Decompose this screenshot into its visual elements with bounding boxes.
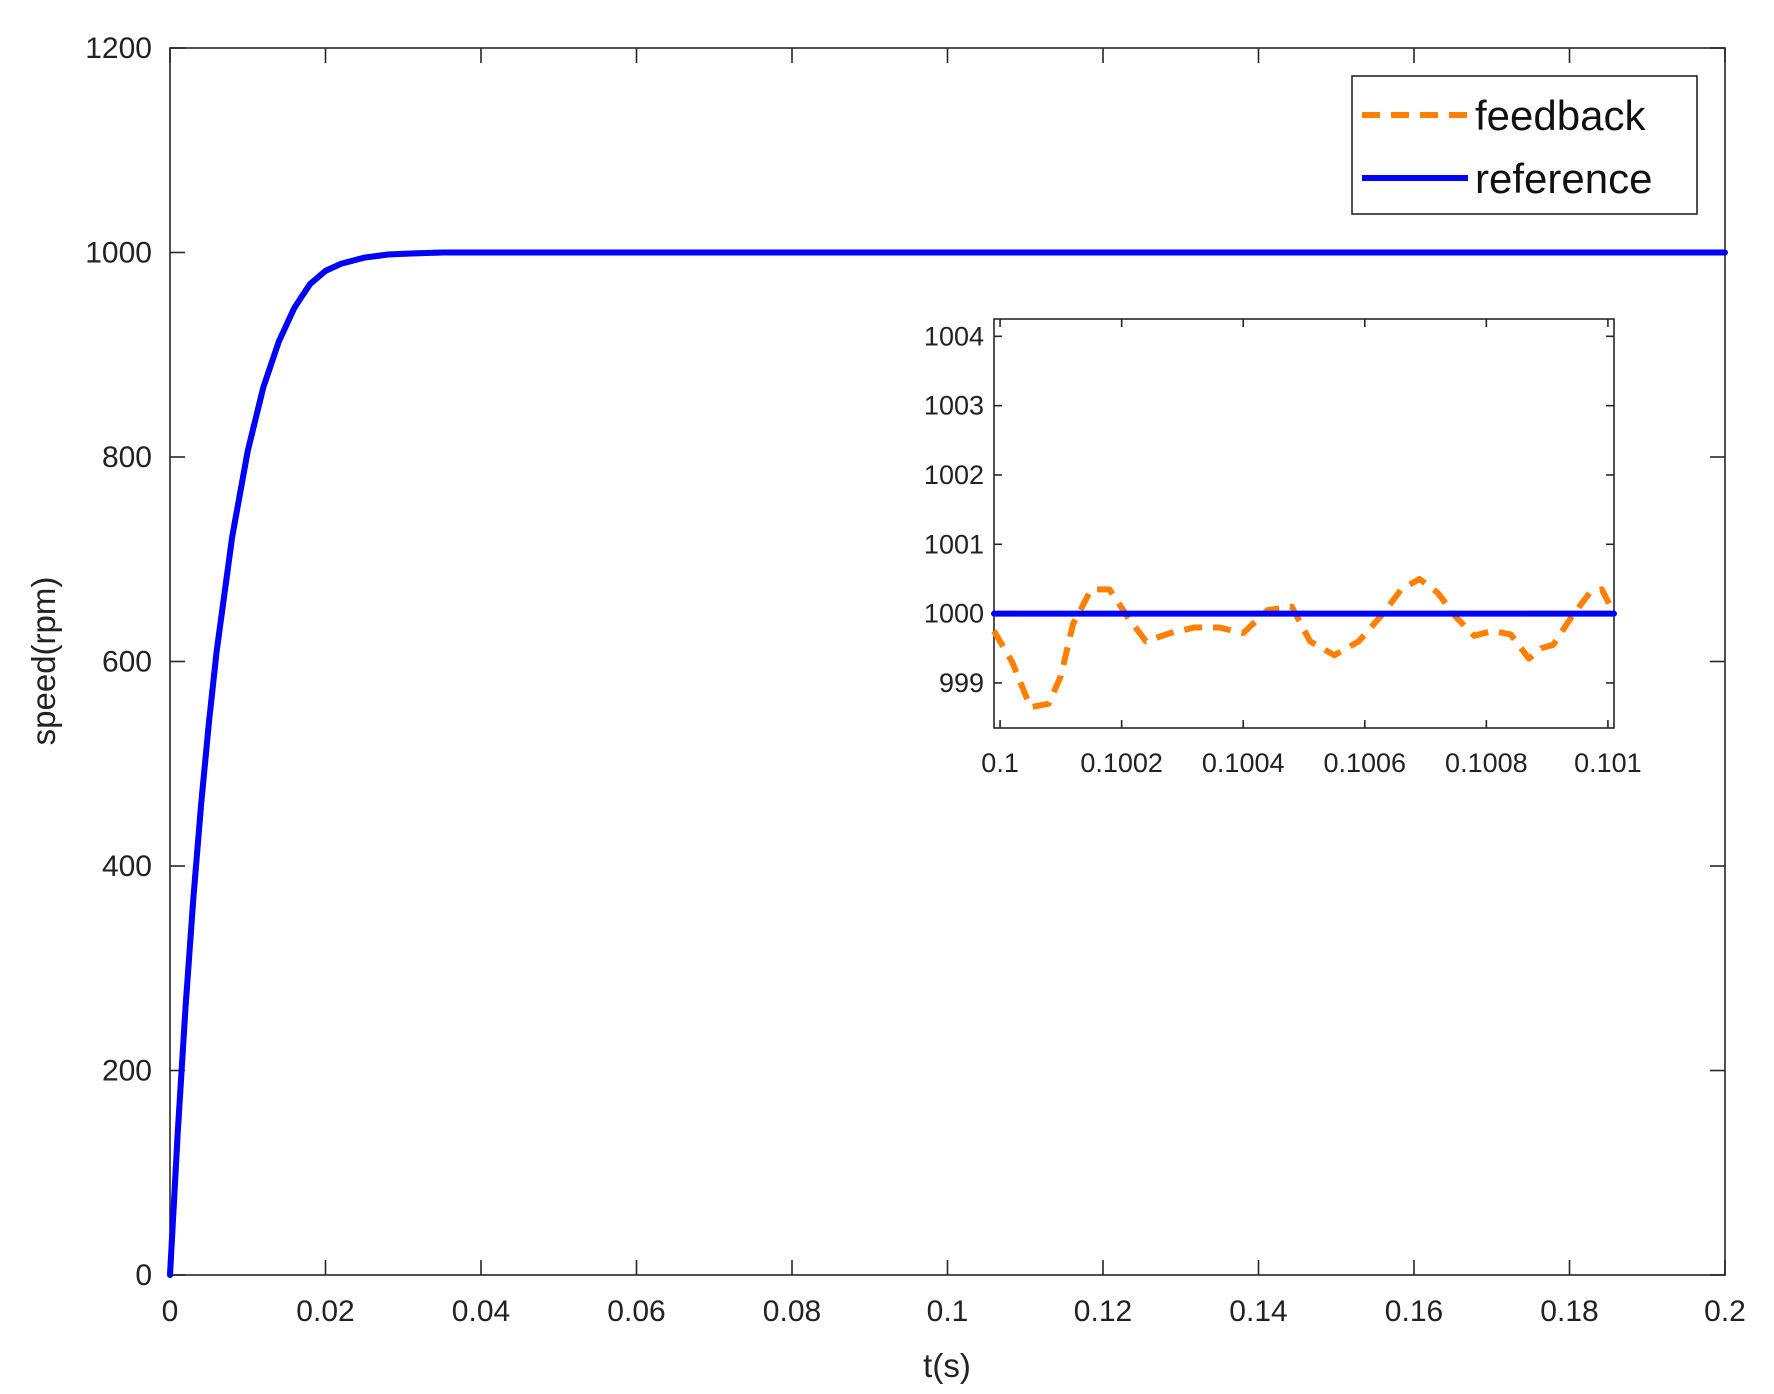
inset-x-tick-label: 0.1004: [1202, 748, 1285, 778]
main-x-tick-label: 0.2: [1704, 1295, 1746, 1328]
main-y-tick-label: 600: [102, 646, 152, 679]
inset-x-tick-label: 0.1: [981, 748, 1019, 778]
main-y-tick-label: 400: [102, 850, 152, 883]
main-y-tick-label: 200: [102, 1055, 152, 1088]
main-series: [167, 249, 1728, 1278]
inset-x-tick-label: 0.1008: [1445, 748, 1528, 778]
legend-box: [1351, 75, 1698, 215]
main-y-tick-label: 0: [135, 1259, 152, 1292]
inset-y-tick-label: 999: [939, 668, 984, 698]
main-x-tick-label: 0.08: [763, 1295, 821, 1328]
inset-y-tick-label: 1001: [924, 529, 984, 559]
main-x-tick-label: 0.12: [1074, 1295, 1132, 1328]
x-axis-label: t(s): [923, 1347, 971, 1384]
main-x-tick-label: 0: [162, 1295, 179, 1328]
y-axis-label: speed(rpm): [25, 577, 62, 746]
inset-series: [991, 575, 1617, 711]
legend-label-feedback: feedback: [1475, 92, 1646, 139]
legend-label-reference: reference: [1475, 155, 1652, 202]
legend: feedback reference: [1351, 75, 1698, 215]
inset-series-feedback: [991, 575, 1617, 711]
inset-y-tick-label: 1004: [924, 321, 984, 351]
inset-plot-area: [993, 318, 1615, 729]
main-x-tick-label: 0.04: [452, 1295, 510, 1328]
main-y-tick-label: 1200: [85, 32, 152, 65]
inset-y-tick-label: 1002: [924, 460, 984, 490]
main-x-tick-label: 0.1: [927, 1295, 969, 1328]
main-x-tick-label: 0.18: [1540, 1295, 1598, 1328]
main-series-reference: [167, 249, 1728, 1278]
inset-ticks: [994, 319, 1614, 728]
inset-y-tick-label: 1003: [924, 391, 984, 421]
inset-tick-labels: 0.1 0.1002 0.1004 0.1006 0.1008 0.101 999 1000 1…: [924, 321, 1642, 778]
main-x-tick-label: 0.16: [1385, 1295, 1443, 1328]
inset-x-tick-label: 0.101: [1574, 748, 1642, 778]
main-y-tick-label: 1000: [85, 237, 152, 270]
main-x-tick-label: 0.02: [296, 1295, 354, 1328]
inset-x-tick-label: 0.1002: [1080, 748, 1163, 778]
main-x-tick-label: 0.14: [1229, 1295, 1287, 1328]
main-ticks: [169, 47, 1726, 1276]
inset-axes: 0.1 0.1002 0.1004 0.1006 0.1008 0.101 999 1000 1…: [924, 318, 1642, 778]
main-tick-labels: 0 0.02 0.04 0.06 0.08 0.1 0.12 0.14 0.16 0.18 0.2 0…: [85, 32, 1746, 1328]
inset-y-tick-label: 1000: [924, 599, 984, 629]
main-x-tick-label: 0.06: [607, 1295, 665, 1328]
main-y-tick-label: 800: [102, 441, 152, 474]
inset-x-tick-label: 0.1006: [1323, 748, 1406, 778]
